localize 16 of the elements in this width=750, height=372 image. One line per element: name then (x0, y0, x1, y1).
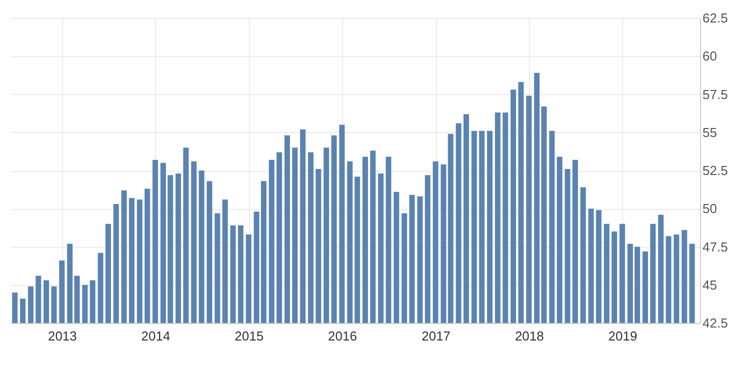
y-tick-label: 47.5 (702, 239, 728, 254)
y-tick-label: 55 (702, 124, 717, 140)
x-tick-label: 2019 (608, 328, 638, 344)
x-tick-label: 2018 (514, 328, 544, 344)
y-tick-label: 45 (702, 277, 717, 292)
y-tick-label: 62.5 (702, 10, 728, 26)
y-tick-label: 57.5 (702, 86, 728, 102)
x-tick-label: 2016 (328, 328, 357, 344)
y-tick-label: 52.5 (702, 163, 728, 178)
x-tick-label: 2017 (422, 328, 451, 344)
y-tick-label: 60 (702, 48, 717, 64)
x-tick-label: 2013 (48, 328, 77, 344)
y-tick-label: 50 (702, 201, 717, 216)
x-tick-label: 2014 (141, 328, 170, 344)
x-tick-label: 2015 (234, 328, 264, 344)
y-tick-label: 42.5 (702, 316, 728, 330)
